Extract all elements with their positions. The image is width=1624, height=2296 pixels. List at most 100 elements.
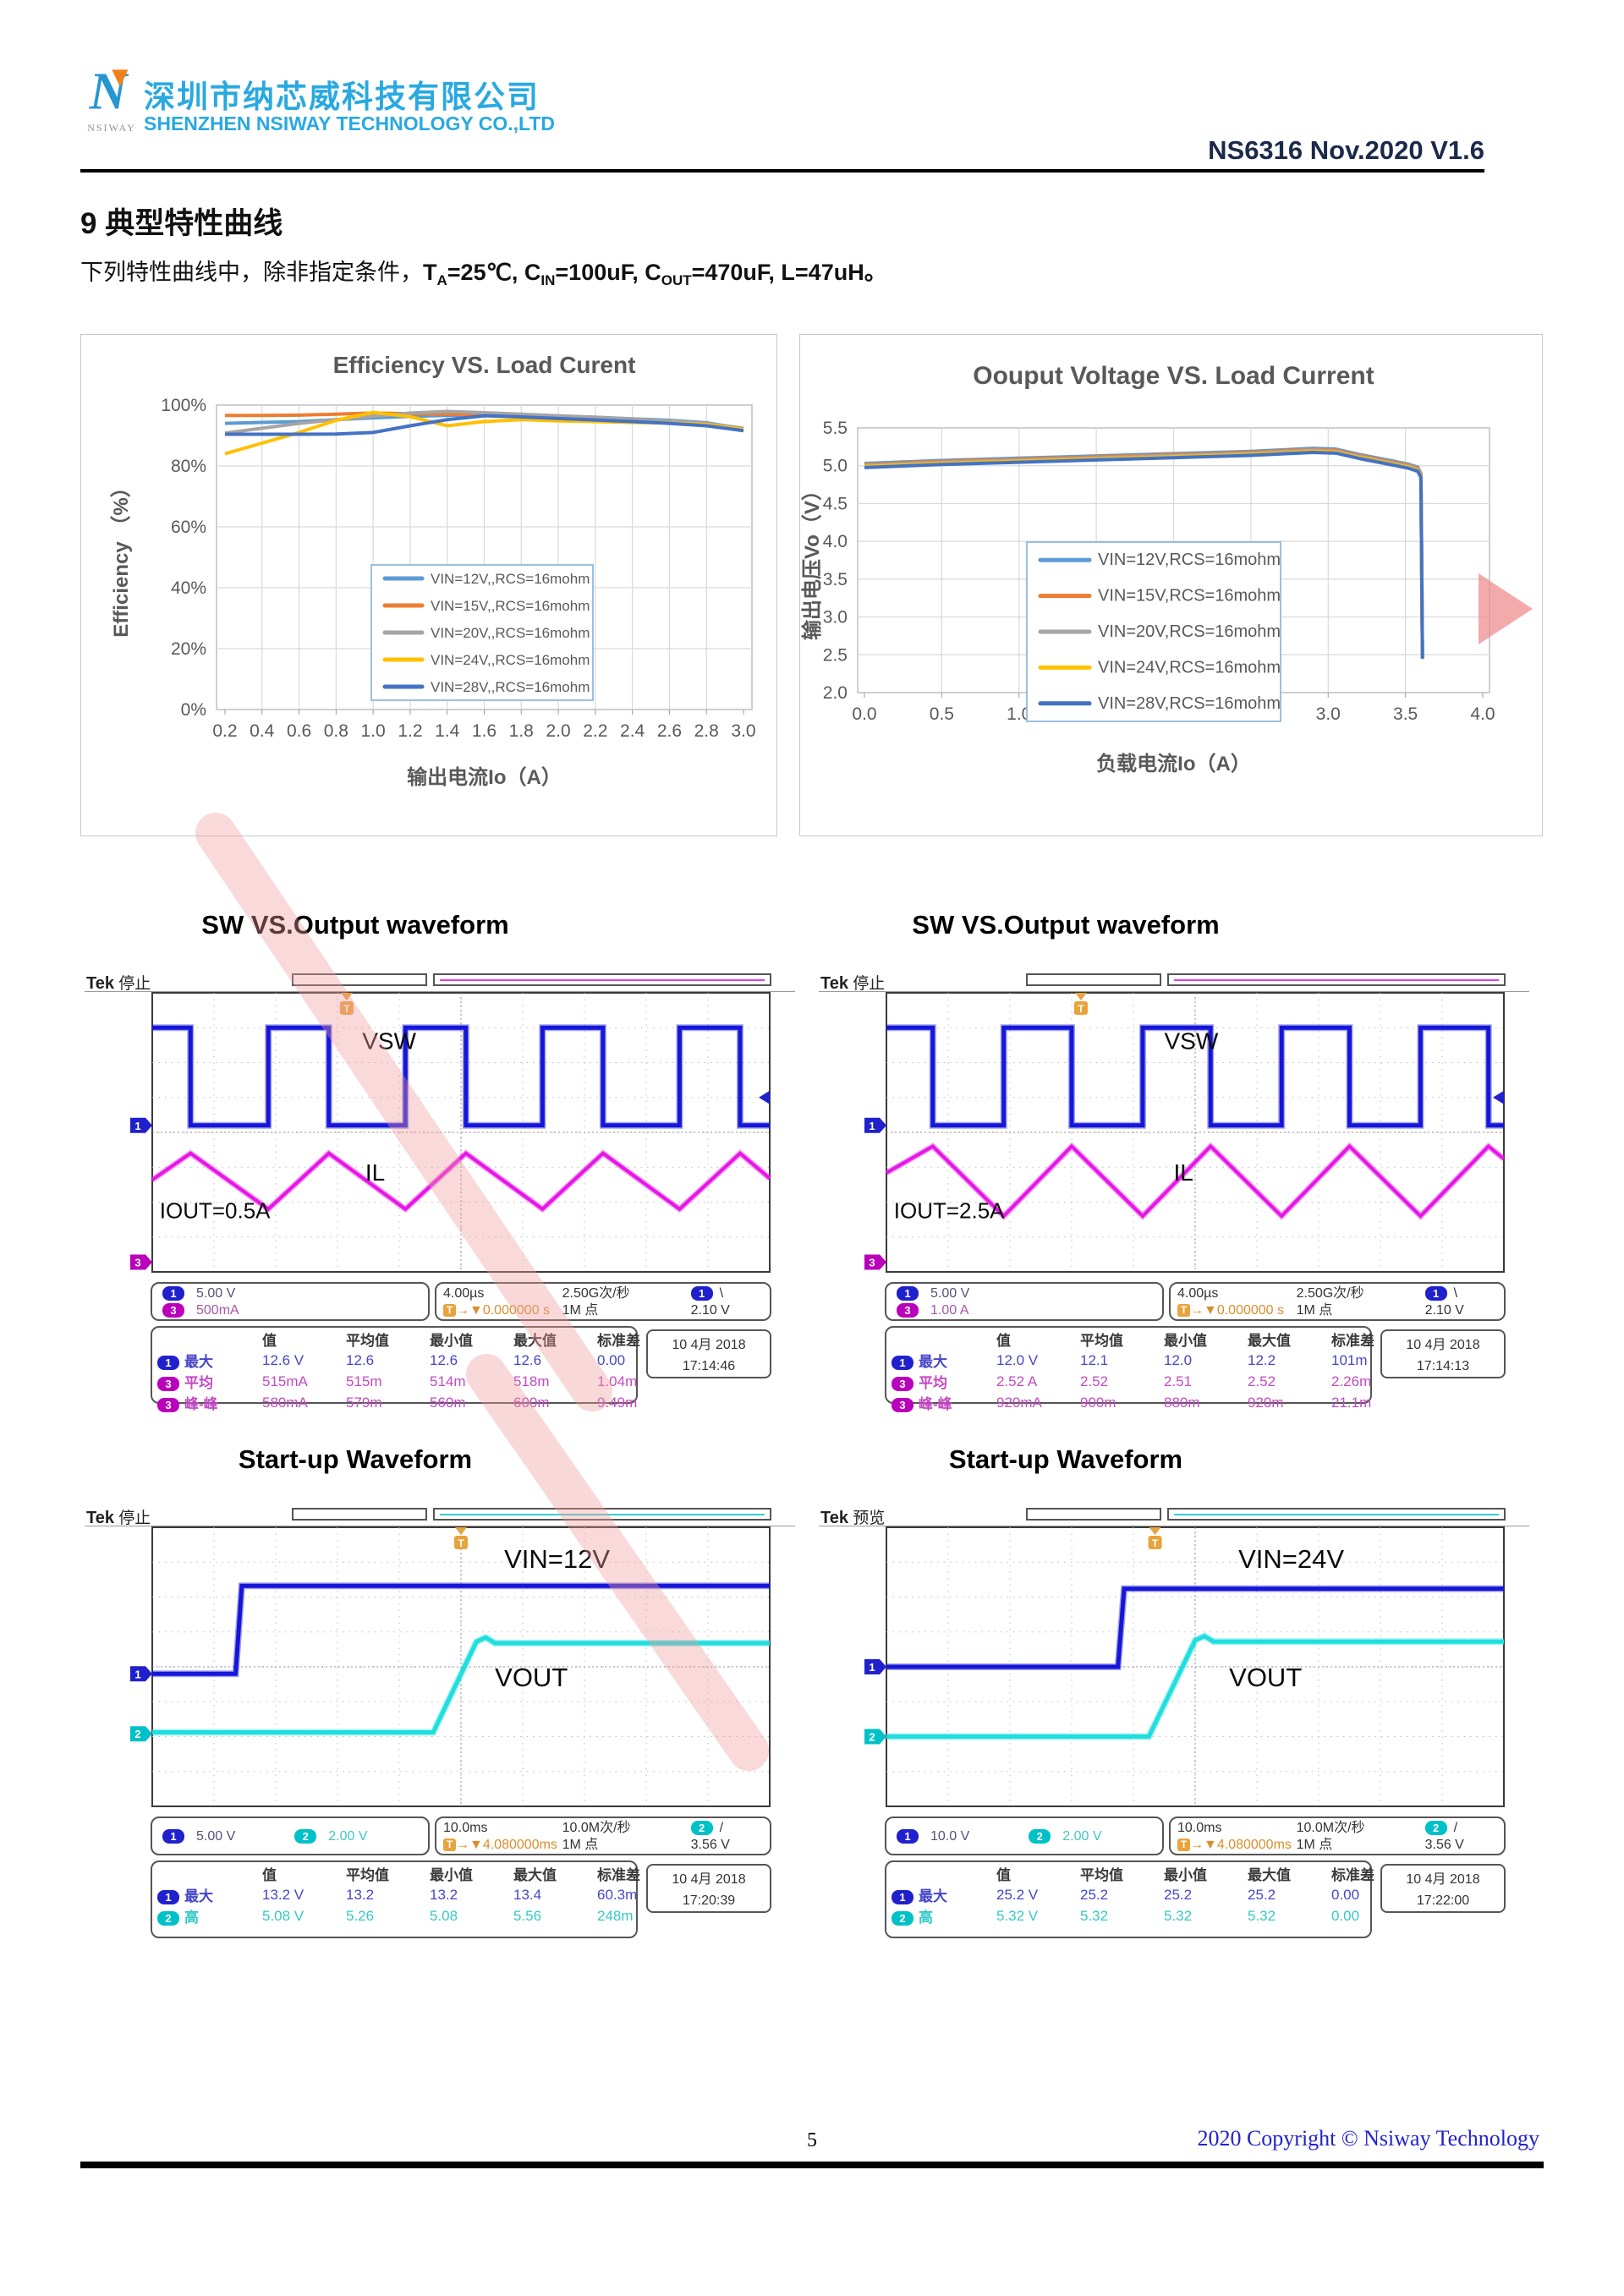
nsiway-logo: N NSIWAY xyxy=(82,63,141,145)
channel-badge: 2 xyxy=(157,1911,179,1926)
trigger-level-arrow-icon xyxy=(1493,1090,1504,1104)
series-line xyxy=(864,450,1424,660)
conditions-segment: =470uF, L=47uH。 xyxy=(691,260,887,285)
y-tick-label: 100% xyxy=(161,396,206,415)
x-tick-label: 1.2 xyxy=(398,721,422,741)
scope-status: Tek 停止 xyxy=(86,974,151,993)
timebase-row: 4.00µs 2.50G次/秒 1 \ xyxy=(1177,1285,1499,1302)
trigger-level: 3.56 V xyxy=(690,1838,730,1852)
channel-scale-value: 500mA xyxy=(196,1303,239,1318)
measurement-header-cell: 标准差 xyxy=(597,1333,640,1349)
y-tick-label: 3.0 xyxy=(823,608,848,627)
trigger-level: 3.56 V xyxy=(1424,1838,1464,1852)
date-text: 10 4月 2018 xyxy=(672,1872,746,1887)
x-tick-label: 3.0 xyxy=(1316,704,1341,724)
measurement-value: 12.6 xyxy=(513,1351,542,1368)
waveform-annotation: VOUT xyxy=(1229,1663,1302,1692)
measurement-label-cell: 1 最大 xyxy=(156,1350,261,1371)
conditions-segment: T xyxy=(423,260,437,285)
measurement-value: 900m xyxy=(1080,1394,1116,1411)
waveform-annotation: VOUT xyxy=(495,1663,568,1692)
series-line xyxy=(225,414,744,436)
y-tick-label: 4.0 xyxy=(823,532,848,551)
scope-status: Tek 预览 xyxy=(820,1509,886,1527)
record-length: 1M 点 xyxy=(562,1303,599,1318)
waveform-annotation: IOUT=0.5A xyxy=(160,1197,271,1223)
measurement-row: 2 高 5.08 V 5.26 5.08 5.56 248m xyxy=(156,1905,660,1926)
measurement-value: 12.1 xyxy=(1080,1351,1109,1368)
measurement-table: 值 平均值 最小值 最大值 标准差 1 最大 12.6 V 12.6 12.6 12.6 0.00 3 平… xyxy=(151,1326,640,1412)
channel-scale-value: 10.0 V xyxy=(930,1829,970,1844)
measurement-value: 12.6 xyxy=(346,1351,375,1368)
legend-label: VIN=28V,RCS=16mohm xyxy=(1098,694,1281,713)
measurement-value: 12.2 xyxy=(1248,1351,1276,1368)
trigger-source: 2/ xyxy=(1424,1820,1457,1837)
measurement-value: 248m xyxy=(597,1907,634,1924)
x-tick-label: 0.5 xyxy=(930,704,954,724)
channel-scale-value: 5.00 V xyxy=(930,1286,970,1301)
x-tick-label: 2.0 xyxy=(546,721,570,741)
measurement-value: 5.08 xyxy=(430,1907,458,1924)
measurement-header-cell: 最小值 xyxy=(430,1333,473,1349)
measurement-label-cell: 1 最大 xyxy=(890,1884,995,1905)
measurement-value: 580mA xyxy=(262,1394,308,1411)
channel-marker: 1 xyxy=(864,1659,886,1674)
date-text: 10 4月 2018 xyxy=(1406,1338,1480,1352)
measurement-value: 2.52 xyxy=(1080,1373,1109,1389)
channel-badge: 1 xyxy=(1424,1286,1447,1301)
measurement-row: 1 最大 25.2 V 25.2 25.2 25.2 0.00 xyxy=(890,1884,1394,1905)
measurement-value: 5.08 V xyxy=(262,1907,304,1924)
channel-scale-row: 1 5.00 V xyxy=(897,1285,1162,1302)
measurement-label-cell: 3 峰-峰 xyxy=(890,1392,995,1413)
channel-badge: 3 xyxy=(892,1398,914,1412)
scope-status: Tek 停止 xyxy=(820,974,886,993)
trigger-offset: T →▼0.000000 s xyxy=(443,1302,562,1319)
legend-label: VIN=20V,RCS=16mohm xyxy=(1098,622,1281,641)
channel-marker: 2 xyxy=(864,1729,886,1745)
waveform-trace xyxy=(152,1635,770,1735)
measurement-label-cell: 3 平均 xyxy=(156,1371,261,1392)
chart-output-voltage-vs-load-current: Oouput Voltage VS. Load Current 5.5 5.0 4.5… xyxy=(799,334,1543,836)
channel-scale-bar: 1 5.00 V 2 2.00 V xyxy=(151,1817,430,1855)
trigger-source: 2/ xyxy=(690,1820,723,1837)
channel-marker: 3 xyxy=(130,1254,152,1270)
time-text: 17:14:46 xyxy=(682,1358,736,1373)
waveform-trace xyxy=(151,1151,771,1212)
timebase-trigger-box: 4.00µs 2.50G次/秒 1 \ T →▼0.000000 s 1M 点 2.10 V xyxy=(435,1282,771,1321)
trigger-level: 2.10 V xyxy=(1424,1303,1464,1318)
legend-label: VIN=15V,,RCS=16mohm xyxy=(431,598,590,614)
measurement-value: 2.52 A xyxy=(996,1373,1038,1389)
y-axis-title: Efficiency （%） xyxy=(110,477,133,637)
svg-text:T: T xyxy=(1152,1537,1159,1549)
trigger-icon: T xyxy=(443,1304,456,1317)
trigger-offset: T →▼4.080000ms xyxy=(443,1837,562,1854)
measurement-row: 3 平均 2.52 A 2.52 2.51 2.52 2.26m xyxy=(890,1371,1394,1392)
channel-scale-value: 2.00 V xyxy=(1062,1829,1102,1844)
sample-rate: 2.50G次/秒 xyxy=(562,1286,630,1301)
measurement-value: 21.1m xyxy=(1331,1394,1372,1411)
measurement-label-cell: 1 最大 xyxy=(890,1350,995,1371)
record-view-bar xyxy=(1167,973,1506,986)
waveform-trace xyxy=(886,1143,1506,1219)
svg-text:1: 1 xyxy=(869,1120,875,1132)
measurement-value: 12.0 xyxy=(1164,1351,1193,1368)
brand-name-en: SHENZHEN NSIWAY TECHNOLOGY CO.,LTD xyxy=(144,112,556,134)
channel-scale-row: 1 5.00 V 2 2.00 V xyxy=(162,1820,428,1854)
scope-group-title: SW VS.Output waveform xyxy=(912,910,1220,940)
x-tick-label: 0.2 xyxy=(212,721,237,741)
datetime-box: 10 4月 2018 17:14:13 xyxy=(1380,1329,1506,1378)
record-view-line xyxy=(440,1514,765,1515)
channel-scale-row: 1 10.0 V 2 2.00 V xyxy=(897,1820,1162,1854)
header-rule xyxy=(80,169,1484,173)
measurement-label-cell: 1 最大 xyxy=(156,1884,261,1905)
timebase-trigger-box: 10.0ms 10.0M次/秒 2/T →▼4.080000ms 1M 点 3.56 V xyxy=(435,1817,771,1855)
measurement-value: 25.2 xyxy=(1080,1886,1109,1903)
measurement-value: 12.0 V xyxy=(996,1351,1039,1368)
channel-badge: 3 xyxy=(897,1303,919,1318)
conditions-segment: A xyxy=(436,272,447,288)
record-view-line xyxy=(1174,979,1499,981)
brand-name-cn: 深圳市纳芯威科技有限公司 xyxy=(144,79,540,114)
date-text: 10 4月 2018 xyxy=(672,1338,746,1352)
x-tick-label: 1.0 xyxy=(361,721,386,741)
